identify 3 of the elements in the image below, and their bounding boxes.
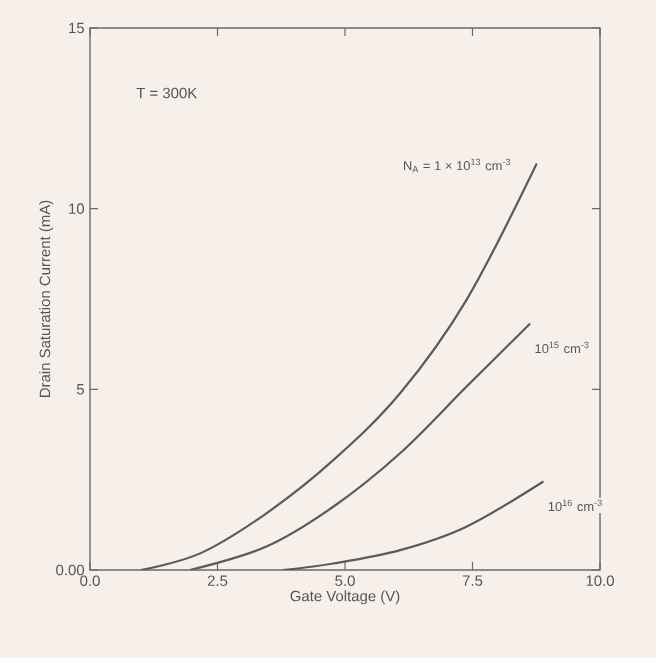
line-series: [188, 322, 532, 570]
line-series: [282, 480, 545, 570]
line-series: [139, 162, 538, 570]
